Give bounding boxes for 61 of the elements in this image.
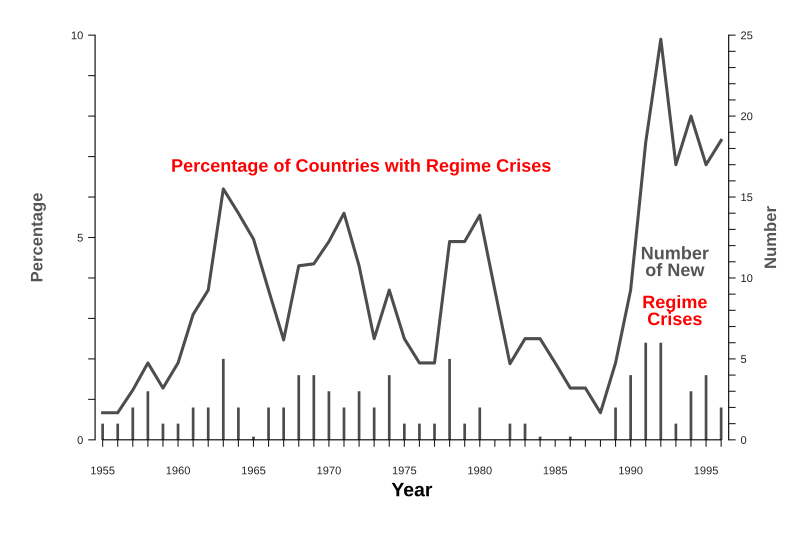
bar bbox=[508, 424, 512, 440]
bar bbox=[448, 358, 451, 440]
y2-tick-label: 25 bbox=[741, 31, 752, 40]
bar bbox=[146, 391, 150, 440]
bar bbox=[237, 407, 240, 440]
bar bbox=[312, 375, 316, 440]
bar bbox=[131, 407, 134, 440]
bar bbox=[372, 407, 376, 440]
bar bbox=[433, 424, 436, 440]
bar bbox=[192, 407, 194, 440]
bar bbox=[101, 424, 104, 440]
bar bbox=[674, 424, 678, 440]
bar bbox=[614, 407, 617, 440]
x-axis-title: Year bbox=[392, 482, 432, 496]
y-tick-label: 0 bbox=[78, 436, 83, 444]
x-tick-label: 1985 bbox=[544, 466, 568, 474]
bar bbox=[162, 424, 164, 440]
bar bbox=[342, 407, 346, 440]
bar bbox=[206, 407, 210, 440]
annotation: Number of New bbox=[642, 246, 709, 276]
y-tick-label: 5 bbox=[78, 234, 83, 242]
bar bbox=[720, 407, 723, 440]
bar bbox=[629, 375, 632, 440]
bar bbox=[267, 407, 270, 440]
line-series bbox=[101, 38, 723, 414]
bar bbox=[524, 424, 526, 440]
bar bbox=[358, 391, 360, 440]
bar bbox=[690, 391, 692, 440]
bar bbox=[644, 342, 648, 440]
y2-axis-title: Number bbox=[764, 206, 776, 268]
bar bbox=[402, 424, 406, 440]
bar bbox=[116, 424, 120, 440]
bar bbox=[463, 424, 466, 440]
bar bbox=[478, 407, 482, 440]
bar bbox=[252, 436, 255, 440]
x-tick-label: 1960 bbox=[166, 466, 190, 474]
bar bbox=[222, 358, 225, 440]
y2-tick-label: 0 bbox=[740, 436, 746, 444]
bar bbox=[659, 342, 662, 440]
x-tick-label: 1990 bbox=[619, 466, 643, 474]
y2-tick-label: 10 bbox=[741, 274, 752, 282]
y-tick-label: 10 bbox=[72, 31, 83, 40]
x-tick-label: 1965 bbox=[242, 466, 266, 474]
x-tick-label: 1970 bbox=[317, 466, 341, 474]
x-tick-label: 1995 bbox=[694, 466, 718, 474]
bar bbox=[282, 407, 286, 440]
y2-tick-label: 15 bbox=[741, 193, 752, 202]
bar bbox=[297, 375, 300, 440]
annotation: Percentage of Countries with Regime Crises bbox=[172, 158, 551, 176]
x-tick-label: 1980 bbox=[468, 466, 492, 474]
bar bbox=[388, 375, 391, 440]
bar bbox=[176, 424, 180, 440]
x-tick-label: 1955 bbox=[91, 466, 115, 474]
x-tick-label: 1975 bbox=[392, 466, 416, 474]
bar bbox=[418, 424, 421, 440]
bar bbox=[704, 375, 708, 440]
y2-tick-label: 5 bbox=[740, 355, 746, 364]
y2-tick-label: 20 bbox=[741, 112, 752, 120]
annotation: Regime Crises bbox=[643, 295, 707, 326]
y-axis-title: Percentage bbox=[30, 193, 46, 282]
bar bbox=[328, 391, 330, 440]
